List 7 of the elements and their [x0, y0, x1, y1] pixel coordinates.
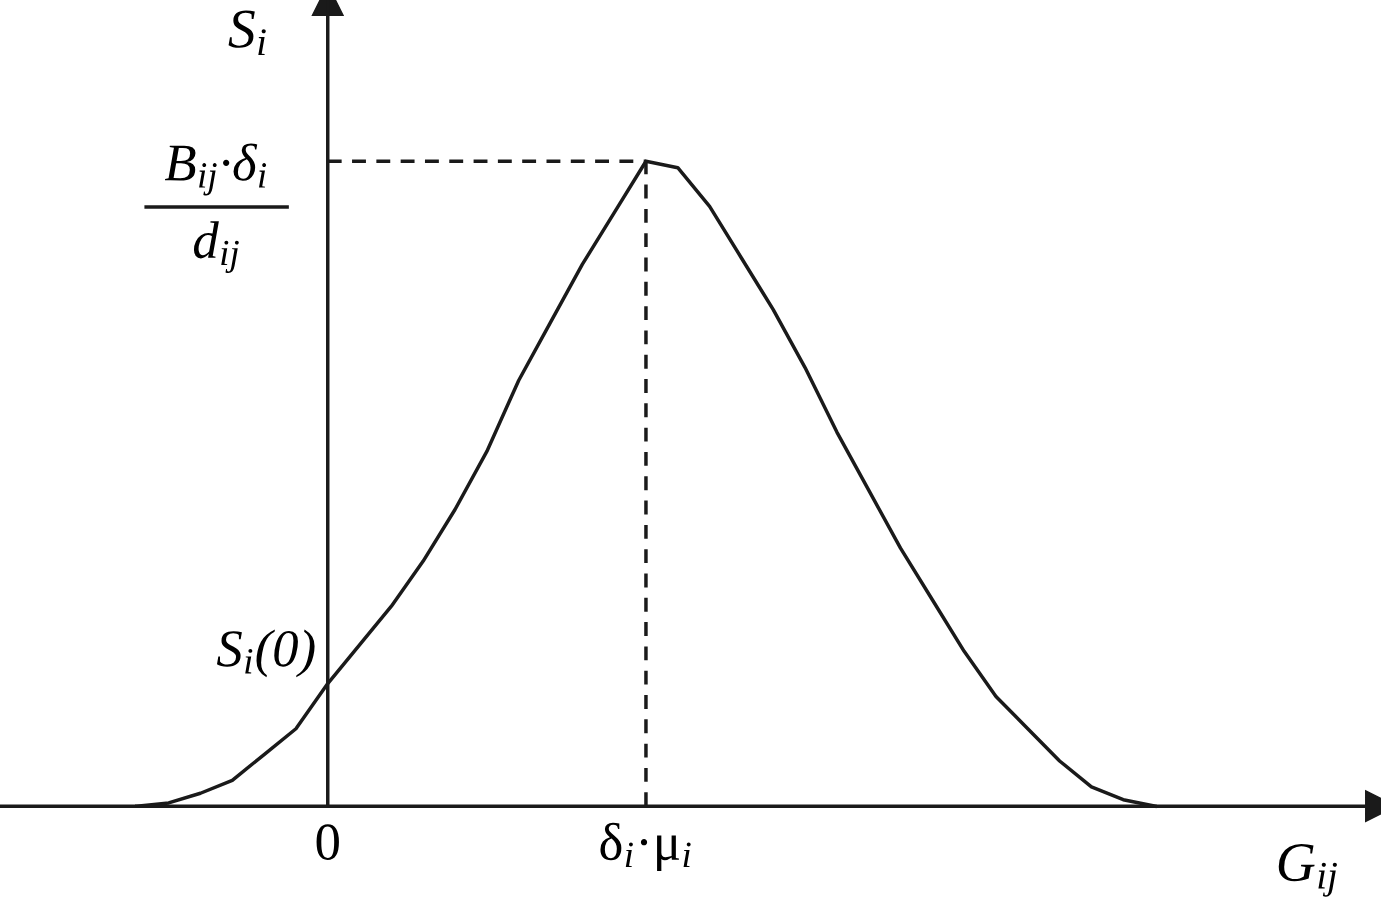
annotation: S$_{i}$(0)	[216, 629, 315, 678]
annotation: B$_{ij}$·δ$_{i}$	[164, 143, 267, 196]
x-tick-label: 0	[316, 824, 339, 860]
annotation: d$_{ij}$	[193, 221, 239, 273]
x-axis-title: G$_{ij}$	[1278, 843, 1337, 897]
x-tick-label: δ$_{i}$·μ$_{i}$	[600, 822, 691, 871]
y-axis-title: S$_{i}$	[228, 10, 266, 55]
